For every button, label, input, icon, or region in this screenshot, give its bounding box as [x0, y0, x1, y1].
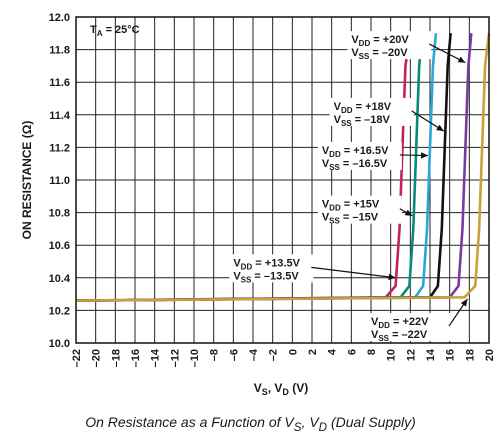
x-tick-label: –6: [228, 349, 240, 361]
annotation-bg: [329, 97, 414, 126]
annotation-vss: VSS = –18V: [334, 114, 391, 128]
x-tick-label: –22: [71, 349, 83, 367]
x-tick-label: –4: [248, 348, 260, 361]
series-line-5: [75, 33, 491, 302]
y-tick-label: 11.4: [49, 110, 71, 122]
x-tick-label: 6: [346, 349, 358, 355]
x-tick-label: 16: [445, 349, 457, 361]
x-tick-label: –10: [189, 349, 201, 367]
x-tick-label: 2: [307, 349, 319, 355]
x-tick-label: –12: [169, 349, 181, 367]
figure-caption: On Resistance as a Function of VS, VD (D…: [85, 414, 416, 434]
y-tick-label: 11.2: [49, 142, 70, 154]
x-tick-label: 20: [484, 349, 496, 361]
plot-border: [75, 16, 490, 344]
x-tick-label: 14: [425, 348, 437, 361]
annotation-arrowhead: [388, 273, 396, 281]
x-tick-label: –20: [91, 349, 103, 367]
annotation-vss: VSS = –13.5V: [233, 270, 299, 284]
y-tick-label: 10.8: [49, 208, 70, 220]
x-tick-label: –14: [150, 348, 162, 367]
x-tick-label: –2: [268, 349, 280, 361]
annotation-bg: [317, 195, 402, 224]
annotation-leader: [311, 266, 396, 279]
x-tick-label: 0: [287, 349, 299, 355]
y-tick-label: 11.8: [49, 45, 70, 57]
annotation-vdd: VDD = +18V: [334, 101, 392, 115]
x-tick-label: –18: [110, 349, 122, 367]
annotation-arrowhead: [460, 298, 468, 307]
tick-labels: 10.0 10.2 10.4 10.6 10.8 11.0 11.2 11.4 11.6 11.8…: [49, 12, 496, 367]
annotation-arrowhead: [436, 124, 444, 132]
x-tick-label: 4: [327, 348, 339, 355]
annotation-vdd: VDD = +13.5V: [233, 257, 300, 271]
y-tick-label: 10.4: [49, 273, 71, 285]
condition-label: TA = 25°C: [90, 24, 140, 38]
annotation-arrowhead: [457, 56, 466, 63]
x-tick-label: 12: [405, 349, 417, 361]
annotation-vdd: VDD = +20V: [351, 34, 409, 48]
annotation-bg: [367, 313, 451, 342]
y-tick-label: 11.6: [49, 77, 70, 89]
y-tick-label: 10.2: [49, 305, 70, 317]
annotation-bg: [229, 254, 314, 283]
x-tick-label: 8: [366, 349, 378, 355]
y-tick-label: 11.0: [49, 175, 70, 187]
annotation-vss: VSS = –16.5V: [322, 158, 388, 172]
annotation-arrowhead: [420, 152, 429, 159]
annotation-bg: [317, 141, 402, 170]
annotation-vdd: VDD = +16.5V: [322, 145, 389, 159]
annotation-vdd: VDD = +22V: [371, 316, 429, 330]
y-tick-label: 10.6: [49, 240, 70, 252]
x-tick-label: –8: [209, 349, 221, 361]
annotation-vss: VSS = –15V: [322, 212, 379, 226]
x-tick-label: 10: [386, 349, 398, 361]
series-lines: [75, 33, 491, 302]
annotation-vss: VSS = –22V: [371, 329, 428, 343]
plot-frame: [75, 16, 490, 344]
annotation-vss: VSS = –20V: [351, 47, 408, 61]
annotation-vdd: VDD = +15V: [322, 199, 380, 213]
x-tick-label: –16: [130, 349, 142, 367]
annotation-arrowhead: [404, 209, 413, 216]
y-tick-label: 12.0: [49, 12, 70, 24]
grid-lines: [75, 16, 490, 344]
y-tick-label: 10.0: [49, 338, 70, 350]
x-axis-title: VS, VD (V): [254, 381, 309, 397]
y-axis-title: ON RESISTANCE (Ω): [20, 121, 34, 240]
annotation-bg: [347, 31, 432, 60]
x-tick-label: 18: [464, 349, 476, 361]
